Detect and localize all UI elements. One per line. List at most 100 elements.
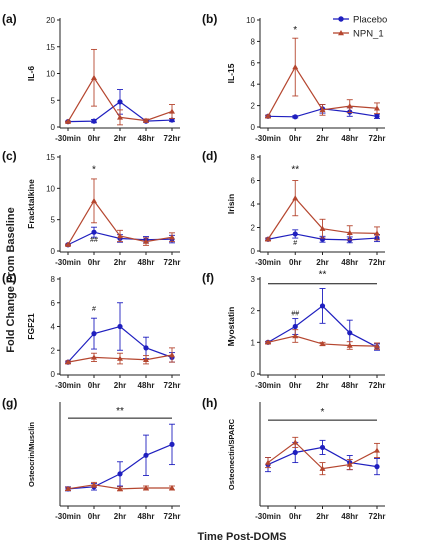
- data-point: [65, 118, 71, 124]
- data-point: [265, 113, 271, 119]
- data-point: [265, 339, 271, 345]
- y-tick-label: 2: [251, 224, 256, 233]
- panel-letter: (c): [2, 149, 17, 163]
- series-npn1: [265, 37, 380, 119]
- x-tick-label: 72hr: [164, 258, 181, 267]
- data-point: [169, 485, 175, 491]
- significance-marker: *: [321, 407, 325, 418]
- x-tick-label: 72hr: [369, 134, 386, 143]
- x-tick-label: 2hr: [114, 512, 126, 521]
- data-point: [169, 234, 175, 240]
- y-tick-label: 1: [251, 338, 256, 347]
- data-point: [319, 106, 326, 113]
- data-point: [143, 485, 149, 491]
- data-point: [346, 229, 353, 235]
- y-axis-title: Myostatin: [226, 307, 236, 347]
- panel-g: (g) Osteocrin/Musclin -30min 0hr 2hr 48hr 72hr…: [2, 396, 180, 521]
- data-point: [292, 323, 298, 330]
- data-point: [292, 333, 299, 339]
- x-tick-label: -30min: [255, 512, 281, 521]
- significance-marker: **: [319, 269, 327, 280]
- series-npn1: [265, 436, 380, 476]
- y-axis-label: Fold Change From Baseline: [5, 207, 17, 352]
- legend-label-npn1: NPN_1: [353, 29, 384, 40]
- y-tick-label: 2: [251, 102, 256, 111]
- y-axis-title: IL-15: [226, 63, 236, 83]
- x-tick-label: 48hr: [341, 512, 358, 521]
- y-tick-label: 6: [251, 177, 256, 186]
- panel-d: (d) 0 2 4 6 8 Irisin -30min 0hr 2hr 48hr 72hr ** #: [202, 149, 385, 267]
- x-tick-label: -30min: [55, 258, 81, 267]
- data-point: [91, 229, 97, 235]
- x-tick-label: 48hr: [341, 381, 358, 390]
- panel-letter: (e): [2, 271, 17, 285]
- panel-a: (a) 0 5 10 15 20 IL-6 -30min 0hr 2hr 48hr 72hr: [2, 12, 180, 143]
- data-point: [65, 485, 71, 492]
- legend-marker-placebo: [338, 16, 344, 22]
- panel-c: (c) 0 5 10 15 Fracktalkine -30min 0hr 2hr 48hr 72h…: [2, 149, 180, 267]
- data-point: [117, 114, 123, 120]
- data-point: [319, 303, 326, 309]
- panel-letter: (f): [202, 271, 214, 285]
- panel-f: (f) 0 1 2 3 Myostatin -30min 0hr 2hr 48hr 72hr ** ##: [202, 269, 385, 390]
- data-point: [143, 345, 149, 351]
- x-tick-label: -30min: [55, 512, 81, 521]
- significance-marker: #: [92, 306, 96, 313]
- x-tick-label: 72hr: [369, 258, 386, 267]
- series-npn1: [65, 347, 175, 365]
- y-tick-label: 6: [251, 59, 256, 68]
- series-npn1: [65, 178, 175, 247]
- series-npn1: [65, 48, 175, 126]
- x-tick-label: 2hr: [316, 512, 328, 521]
- legend-label-placebo: Placebo: [353, 15, 387, 26]
- data-point: [91, 481, 97, 487]
- data-point: [374, 447, 380, 453]
- y-tick-label: 2: [251, 307, 256, 316]
- x-axis-label: Time Post-DOMS: [197, 531, 286, 543]
- data-point: [265, 236, 271, 242]
- panel-h: (h) Osteonectin/SPARC -30min 0hr 2hr 48hr 72hr…: [202, 396, 385, 521]
- y-tick-label: 0: [251, 370, 256, 379]
- x-tick-label: 0hr: [289, 258, 301, 267]
- y-axis-title: IL-6: [26, 66, 36, 81]
- y-tick-label: 4: [251, 200, 256, 209]
- legend: Placebo NPN_1: [333, 15, 387, 40]
- data-point: [91, 354, 97, 360]
- series-npn1: [265, 180, 380, 242]
- data-point: [143, 238, 149, 244]
- panel-b: (b) 0 2 4 6 8 10 IL-15 -30min 0hr 2hr 48hr 72hr *: [202, 12, 385, 143]
- panel-letter: (g): [2, 396, 17, 410]
- x-tick-label: -30min: [255, 381, 281, 390]
- series-npn1: [65, 481, 175, 492]
- data-point: [117, 99, 123, 105]
- data-point: [169, 441, 175, 447]
- x-tick-label: 0hr: [289, 512, 301, 521]
- data-point: [292, 231, 298, 237]
- x-tick-label: 0hr: [88, 512, 100, 521]
- data-point: [169, 108, 175, 114]
- x-tick-label: 72hr: [164, 381, 181, 390]
- data-point: [292, 64, 299, 70]
- x-tick-label: 48hr: [138, 512, 155, 521]
- data-point: [319, 225, 326, 231]
- x-tick-label: 2hr: [114, 134, 126, 143]
- x-tick-label: -30min: [55, 381, 81, 390]
- x-tick-label: 48hr: [341, 134, 358, 143]
- significance-marker: *: [92, 165, 96, 176]
- y-tick-label: 0: [51, 247, 56, 256]
- x-tick-label: 2hr: [316, 134, 328, 143]
- data-point: [65, 241, 71, 247]
- data-point: [292, 114, 298, 120]
- x-tick-label: 2hr: [316, 381, 328, 390]
- panel-letter: (b): [202, 12, 217, 26]
- data-point: [117, 323, 123, 330]
- data-point: [91, 197, 97, 204]
- y-tick-label: 0: [51, 123, 56, 132]
- x-tick-label: -30min: [255, 134, 281, 143]
- data-point: [91, 74, 97, 80]
- data-point: [117, 232, 123, 239]
- x-tick-label: 0hr: [289, 134, 301, 143]
